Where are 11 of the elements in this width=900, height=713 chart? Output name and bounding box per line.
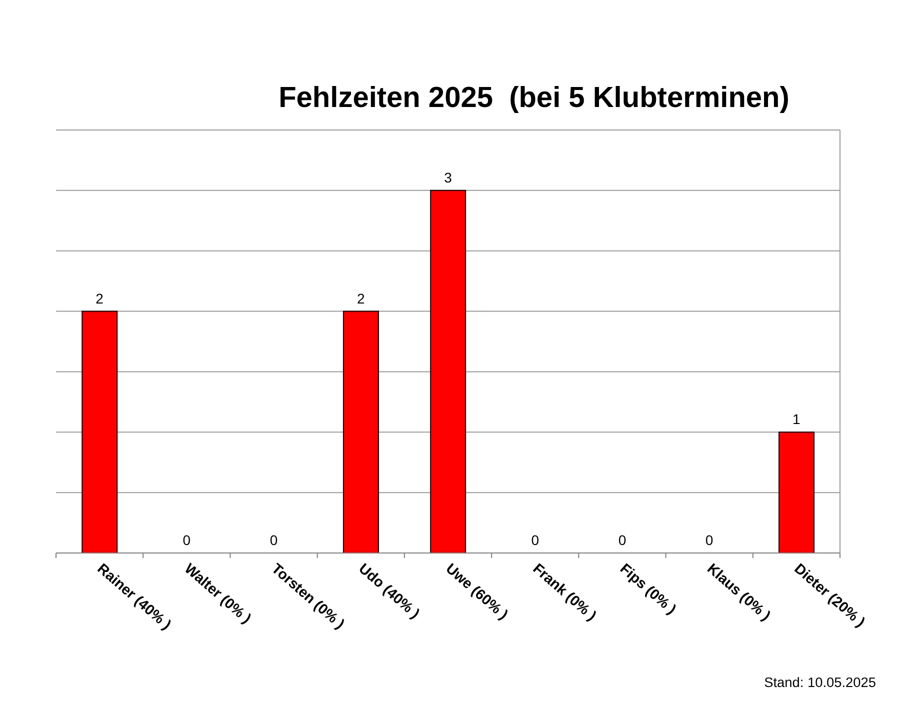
data-label: 0 [270,532,278,548]
data-label: 1 [792,411,801,428]
text: Stand: 10.05.2025 [764,675,876,690]
data-label: 0 [618,532,626,548]
data-label: 0 [705,532,714,548]
data-label: 2 [356,290,365,306]
data-label: 3 [444,169,452,186]
chart-title: Fehlzeiten 2025 (bei 5 Klubterminen) [278,82,790,115]
data-label: 2 [96,290,104,306]
data-label: 0 [531,532,540,548]
data-label: 0 [182,532,191,548]
